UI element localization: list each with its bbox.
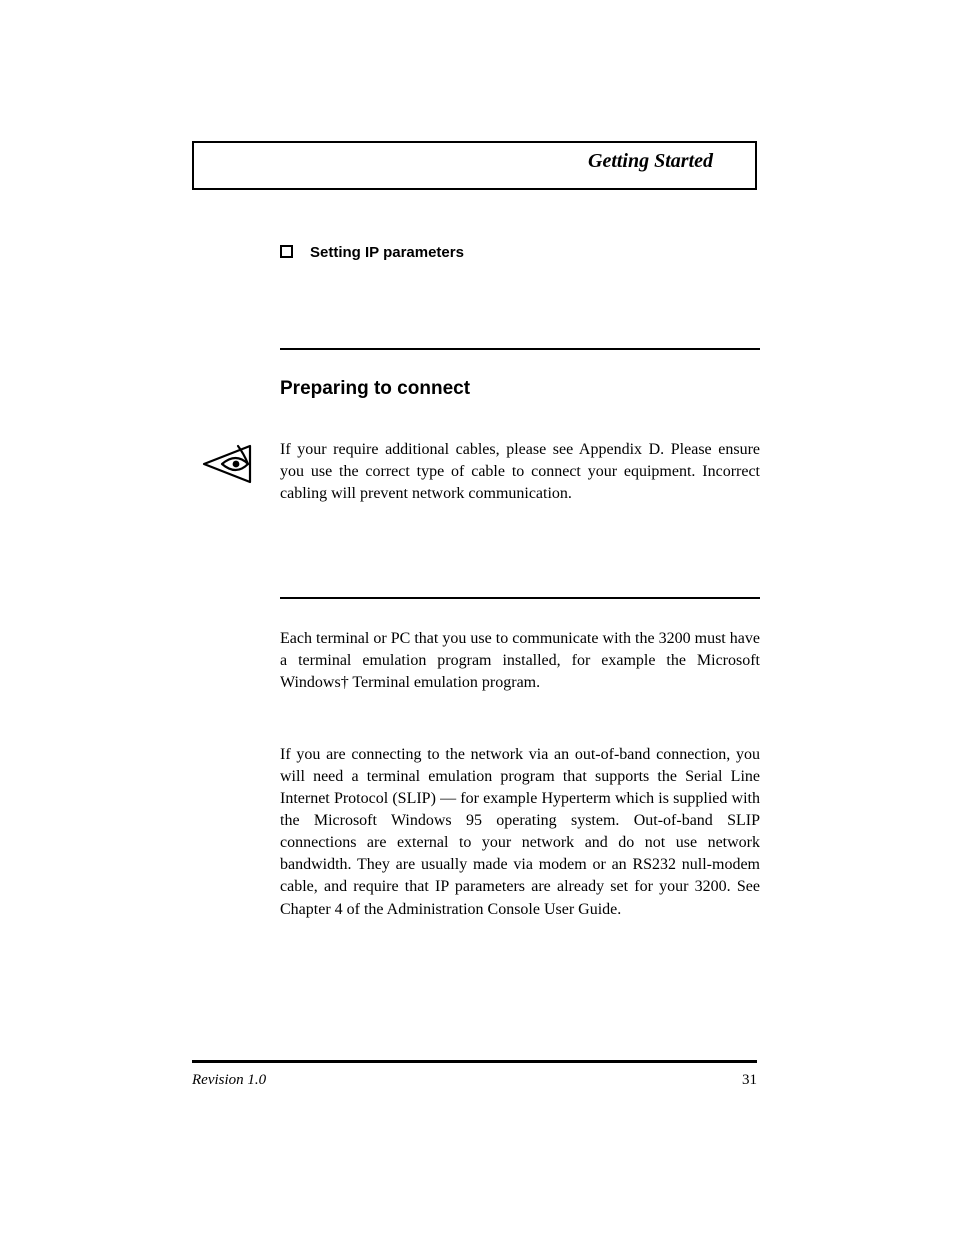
section-heading: Preparing to connect [280, 378, 470, 400]
body-paragraph: Each terminal or PC that you use to comm… [280, 628, 760, 694]
footer-page-number: 31 [742, 1072, 757, 1089]
header-title: Getting Started [588, 150, 713, 173]
footer-rule [192, 1060, 757, 1063]
toc-item-label: Setting IP parameters [310, 244, 464, 261]
divider-rule [280, 597, 760, 599]
eye-icon [200, 440, 256, 488]
document-page: Getting Started Setting IP parameters Pr… [0, 0, 954, 1235]
footer-revision: Revision 1.0 [192, 1072, 266, 1089]
body-paragraph: If your require additional cables, pleas… [280, 439, 760, 505]
body-paragraph: If you are connecting to the network via… [280, 744, 760, 921]
square-bullet-icon [280, 245, 293, 258]
divider-rule [280, 348, 760, 350]
